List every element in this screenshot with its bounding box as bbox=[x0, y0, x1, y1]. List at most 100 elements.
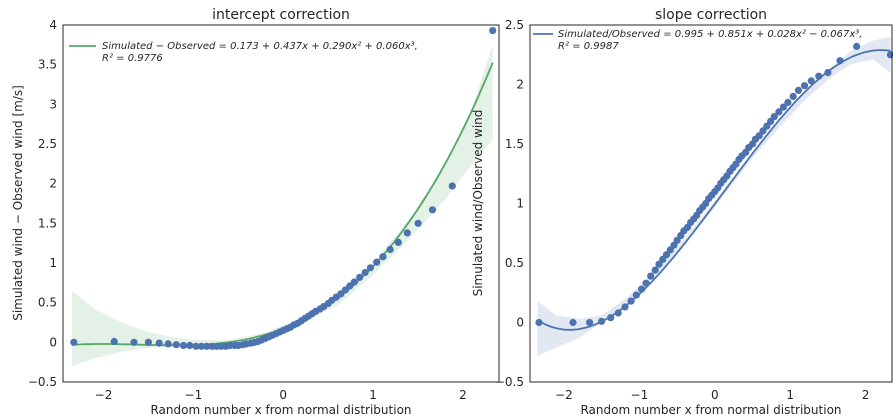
intercept-x-tick-label: −2 bbox=[95, 388, 113, 402]
intercept-x-ticks: −2 −1 0 1 2 bbox=[95, 388, 467, 402]
intercept-y-tick-label: 1.5 bbox=[38, 216, 57, 230]
slope-x-tick-label: −1 bbox=[631, 388, 649, 402]
intercept-y-tick-label: 3 bbox=[49, 97, 57, 111]
slope-data-point bbox=[789, 92, 797, 100]
slope-data-point bbox=[586, 318, 594, 327]
slope-y-tick-label: 0.5 bbox=[505, 256, 524, 270]
intercept-legend-equation: Simulated − Observed = 0.173 + 0.437x + … bbox=[102, 41, 418, 52]
slope-data-point bbox=[607, 314, 615, 322]
intercept-y-ticks: −0.5 0 0.5 1 1.5 2 2.5 3 3.5 4 bbox=[28, 18, 57, 389]
intercept-data-point bbox=[144, 338, 152, 346]
intercept-y-tick-label: 0.5 bbox=[38, 296, 57, 310]
slope-data-point bbox=[651, 266, 659, 274]
slope-data-point bbox=[770, 113, 778, 121]
slope-y-tick-label: 2.5 bbox=[505, 18, 524, 32]
slope-data-point bbox=[642, 279, 650, 287]
intercept-data-point bbox=[130, 338, 138, 346]
intercept-data-point bbox=[186, 341, 194, 350]
slope-data-point bbox=[569, 318, 577, 327]
intercept-y-tick-label: 1 bbox=[49, 256, 57, 270]
slope-correction-panel: slope correction −2 −1 0 1 2 −0.5 0 0.5 1 1.5 2 2.… bbox=[471, 7, 893, 417]
slope-y-tick-label: 1.5 bbox=[505, 137, 524, 151]
slope-y-tick-label: −0.5 bbox=[495, 375, 524, 389]
slope-data-point bbox=[807, 77, 815, 85]
slope-scatter-points bbox=[535, 42, 893, 327]
intercept-data-point bbox=[386, 245, 394, 254]
slope-chart-title: slope correction bbox=[655, 7, 767, 23]
intercept-data-point bbox=[70, 338, 78, 346]
intercept-data-point bbox=[379, 253, 387, 261]
slope-legend-equation: Simulated/Observed = 0.995 + 0.851x + 0.… bbox=[558, 29, 862, 40]
intercept-scatter-points bbox=[70, 27, 497, 350]
slope-x-tick-label: 2 bbox=[862, 388, 870, 402]
intercept-x-tick-label: 1 bbox=[369, 388, 377, 402]
intercept-data-point bbox=[366, 264, 374, 272]
slope-data-point bbox=[815, 72, 823, 80]
intercept-data-point bbox=[203, 342, 211, 350]
intercept-data-point bbox=[403, 229, 411, 237]
intercept-y-tick-label: −0.5 bbox=[28, 375, 57, 389]
intercept-data-point bbox=[394, 238, 402, 246]
slope-x-axis-label: Random number x from normal distribution bbox=[580, 403, 841, 417]
slope-data-point bbox=[647, 272, 655, 280]
intercept-legend-r2: R² = 0.9776 bbox=[102, 53, 163, 64]
intercept-data-point bbox=[155, 339, 163, 347]
slope-legend: Simulated/Observed = 0.995 + 0.851x + 0.… bbox=[533, 29, 862, 52]
intercept-y-tick-label: 2.5 bbox=[38, 137, 57, 151]
intercept-data-point bbox=[192, 342, 200, 350]
intercept-x-tick-label: 0 bbox=[279, 388, 287, 402]
slope-x-tick-label: 0 bbox=[711, 388, 719, 402]
slope-data-point bbox=[824, 69, 832, 77]
slope-x-ticks: −2 −1 0 1 2 bbox=[555, 388, 869, 402]
slope-data-point bbox=[614, 309, 622, 317]
intercept-plot-area bbox=[62, 24, 500, 383]
intercept-confidence-band bbox=[72, 44, 493, 367]
slope-data-point bbox=[632, 291, 640, 299]
intercept-data-point bbox=[179, 341, 188, 350]
slope-x-tick-label: −2 bbox=[555, 388, 573, 402]
intercept-x-tick-label: 2 bbox=[459, 388, 467, 402]
intercept-data-point bbox=[428, 206, 437, 214]
slope-data-point bbox=[779, 103, 788, 111]
slope-data-point bbox=[800, 82, 809, 90]
slope-data-point bbox=[621, 303, 629, 311]
slope-y-ticks: −0.5 0 0.5 1 1.5 2 2.5 bbox=[495, 18, 524, 389]
intercept-data-point bbox=[356, 273, 364, 281]
slope-data-point bbox=[535, 318, 543, 327]
intercept-axes-frame bbox=[62, 24, 500, 383]
intercept-y-tick-label: 0 bbox=[49, 335, 57, 349]
slope-y-tick-label: 0 bbox=[516, 316, 524, 330]
slope-axes-frame bbox=[529, 24, 893, 383]
slope-y-tick-label: 1 bbox=[516, 197, 524, 211]
slope-data-point bbox=[638, 285, 646, 293]
slope-data-point bbox=[662, 251, 671, 259]
intercept-legend: Simulated − Observed = 0.173 + 0.437x + … bbox=[69, 41, 418, 64]
slope-x-tick-label: 1 bbox=[786, 388, 794, 402]
slope-data-point bbox=[763, 122, 771, 130]
intercept-data-point bbox=[373, 258, 381, 266]
intercept-data-point bbox=[172, 341, 180, 349]
intercept-x-tick-label: −1 bbox=[185, 388, 203, 402]
intercept-data-point bbox=[414, 219, 422, 227]
slope-data-point bbox=[598, 317, 606, 325]
slope-data-point bbox=[794, 86, 803, 94]
slope-data-point bbox=[627, 297, 635, 305]
intercept-correction-panel: intercept correction −2 −1 0 1 2 −0.5 0 0.5 1 1.… bbox=[11, 7, 500, 417]
slope-plot-area bbox=[529, 24, 893, 383]
intercept-data-point bbox=[489, 27, 497, 35]
slope-data-point bbox=[853, 42, 861, 51]
slope-y-axis-label: Simulated wind/Observed wind bbox=[471, 110, 485, 297]
intercept-data-point bbox=[197, 342, 205, 350]
intercept-data-point bbox=[110, 337, 118, 346]
intercept-y-tick-label: 4 bbox=[49, 18, 57, 32]
intercept-data-point bbox=[164, 340, 172, 348]
slope-fit-line bbox=[538, 49, 891, 331]
intercept-y-tick-label: 2 bbox=[49, 177, 57, 191]
slope-y-tick-label: 2 bbox=[516, 78, 524, 92]
intercept-data-point bbox=[361, 268, 369, 277]
intercept-data-point bbox=[448, 182, 456, 190]
slope-legend-r2: R² = 0.9987 bbox=[558, 41, 619, 52]
slope-data-point bbox=[886, 51, 893, 59]
intercept-y-tick-label: 3.5 bbox=[38, 58, 57, 72]
